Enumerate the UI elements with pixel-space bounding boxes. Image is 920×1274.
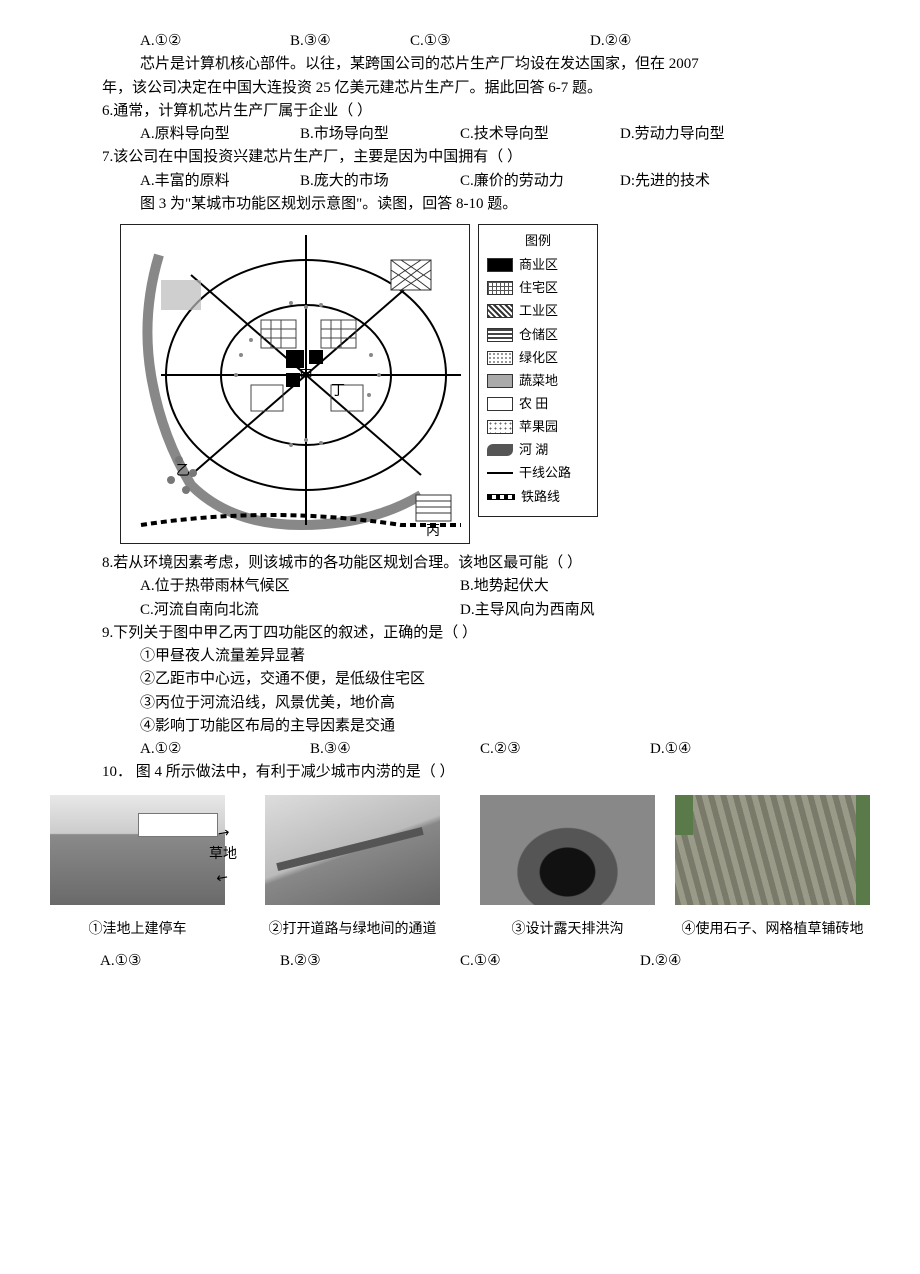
q10-c: C.①④ (460, 950, 640, 973)
swatch-farm-icon (487, 397, 513, 411)
q10-img3-icon (480, 795, 655, 905)
q10-a: A.①③ (100, 950, 280, 973)
swatch-residential-icon (487, 281, 513, 295)
q7-b: B.庞大的市场 (300, 170, 460, 193)
opt-c: C.①③ (410, 30, 590, 53)
opt-d: D.②④ (590, 30, 631, 53)
legend-item: 农 田 (519, 394, 548, 414)
swatch-industrial-icon (487, 304, 513, 318)
q8-d: D.主导风向为西南风 (460, 599, 595, 622)
swatch-vegetable-icon (487, 374, 513, 388)
map-svg: 甲 乙 丙 丁 (121, 225, 469, 543)
q10-stem: 10． 图 4 所示做法中，有利于减少城市内涝的是（ ） (50, 761, 870, 784)
q10-b: B.②③ (280, 950, 460, 973)
q-top-options: A.①② B.③④ C.①③ D.②④ (50, 30, 870, 53)
q9-l3: ③丙位于河流沿线，风景优美，地价高 (50, 692, 870, 715)
q8-row2: C.河流自南向北流 D.主导风向为西南风 (50, 599, 870, 622)
arrow-up-icon: ↗ (212, 821, 234, 845)
figure3: 甲 乙 丙 丁 图例 商业区 住宅区 工业区 仓储区 绿化区 蔬菜地 农 田 苹… (120, 224, 870, 544)
grass-label: ↗ 草地 ↗ (209, 823, 237, 888)
q7-d: D:先进的技术 (620, 170, 710, 193)
map-label-jia: 甲 (299, 369, 313, 384)
q9-options: A.①② B.③④ C.②③ D.①④ (50, 738, 870, 761)
passage1-l1: 芯片是计算机核心部件。以往，某跨国公司的芯片生产厂均设在发达国家，但在 2007 (50, 53, 870, 76)
q9-a: A.①② (140, 738, 310, 761)
q8-row1: A.位于热带雨林气候区 B.地势起伏大 (50, 575, 870, 598)
map-label-bing: 丙 (426, 524, 440, 539)
legend-item: 铁路线 (521, 487, 560, 507)
fig3-intro: 图 3 为"某城市功能区规划示意图"。读图，回答 8-10 题。 (50, 193, 870, 216)
swatch-river-icon (487, 444, 513, 456)
legend-item: 河 湖 (519, 440, 548, 460)
q10-item2: ↗ 草地 ↗ ②打开道路与绿地间的通道 (245, 795, 460, 941)
legend-item: 蔬菜地 (519, 371, 558, 391)
swatch-rail-icon (487, 494, 515, 500)
q9-l4: ④影响丁功能区布局的主导因素是交通 (50, 715, 870, 738)
city-map: 甲 乙 丙 丁 (120, 224, 470, 544)
q6-b: B.市场导向型 (300, 123, 460, 146)
q9-stem: 9.下列关于图中甲乙丙丁四功能区的叙述，正确的是（ ） (50, 622, 870, 645)
q7-c: C.廉价的劳动力 (460, 170, 620, 193)
q10-item4: ④使用石子、网格植草铺砖地 (675, 795, 870, 941)
passage1-l2: 年，该公司决定在中国大连投资 25 亿美元建芯片生产厂。据此回答 6-7 题。 (50, 77, 870, 100)
legend-item: 仓储区 (519, 325, 558, 345)
q6-stem: 6.通常，计算机芯片生产厂属于企业（ ） (50, 100, 870, 123)
q10-cap2: ②打开道路与绿地间的通道 (245, 919, 460, 941)
q9-c: C.②③ (480, 738, 650, 761)
q10-img2-icon (265, 795, 440, 905)
legend-item: 商业区 (519, 255, 558, 275)
map-legend: 图例 商业区 住宅区 工业区 仓储区 绿化区 蔬菜地 农 田 苹果园 河 湖 干… (478, 224, 598, 517)
legend-item: 苹果园 (519, 417, 558, 437)
q9-b: B.③④ (310, 738, 480, 761)
legend-item: 住宅区 (519, 278, 558, 298)
q7-a: A.丰富的原料 (140, 170, 300, 193)
q10-img1-icon (50, 795, 225, 905)
q8-stem: 8.若从环境因素考虑，则该城市的各功能区规划合理。该地区最可能（ ） (50, 552, 870, 575)
opt-a: A.①② (140, 30, 290, 53)
q9-d: D.①④ (650, 738, 691, 761)
q10-cap3: ③设计露天排洪沟 (480, 919, 655, 941)
q10-d: D.②④ (640, 950, 681, 973)
grass-text: 草地 (209, 847, 237, 862)
q6-c: C.技术导向型 (460, 123, 620, 146)
q9-l1: ①甲昼夜人流量差异显著 (50, 645, 870, 668)
map-label-yi: 乙 (176, 463, 190, 479)
arrow-down-icon: ↗ (212, 864, 234, 888)
opt-b: B.③④ (290, 30, 410, 53)
q6-d: D.劳动力导向型 (620, 123, 725, 146)
legend-item: 绿化区 (519, 348, 558, 368)
legend-item: 干线公路 (519, 463, 571, 483)
q7-stem: 7.该公司在中国投资兴建芯片生产厂，主要是因为中国拥有（ ） (50, 146, 870, 169)
q8-b: B.地势起伏大 (460, 575, 549, 598)
map-label-ding: 丁 (331, 384, 345, 399)
q6-a: A.原料导向型 (140, 123, 300, 146)
q10-item3: ③设计露天排洪沟 (480, 795, 655, 941)
q10-images: ①洼地上建停车 ↗ 草地 ↗ ②打开道路与绿地间的通道 ③设计露天排洪沟 ④使用… (50, 795, 870, 941)
q10-cap1: ①洼地上建停车 (50, 919, 225, 941)
q10-img4-icon (675, 795, 870, 905)
q9-l2: ②乙距市中心远，交通不便，是低级住宅区 (50, 668, 870, 691)
swatch-warehouse-icon (487, 328, 513, 342)
q8-a: A.位于热带雨林气候区 (140, 575, 460, 598)
q10-item1: ①洼地上建停车 (50, 795, 225, 941)
legend-item: 工业区 (519, 301, 558, 321)
legend-title: 图例 (487, 231, 589, 251)
swatch-green-icon (487, 351, 513, 365)
q10-options: A.①③ B.②③ C.①④ D.②④ (50, 950, 870, 973)
q7-options: A.丰富的原料 B.庞大的市场 C.廉价的劳动力 D:先进的技术 (50, 170, 870, 193)
swatch-orchard-icon (487, 420, 513, 434)
swatch-road-icon (487, 472, 513, 474)
q6-options: A.原料导向型 B.市场导向型 C.技术导向型 D.劳动力导向型 (50, 123, 870, 146)
q8-c: C.河流自南向北流 (140, 599, 460, 622)
q10-cap4: ④使用石子、网格植草铺砖地 (675, 919, 870, 941)
swatch-commercial-icon (487, 258, 513, 272)
